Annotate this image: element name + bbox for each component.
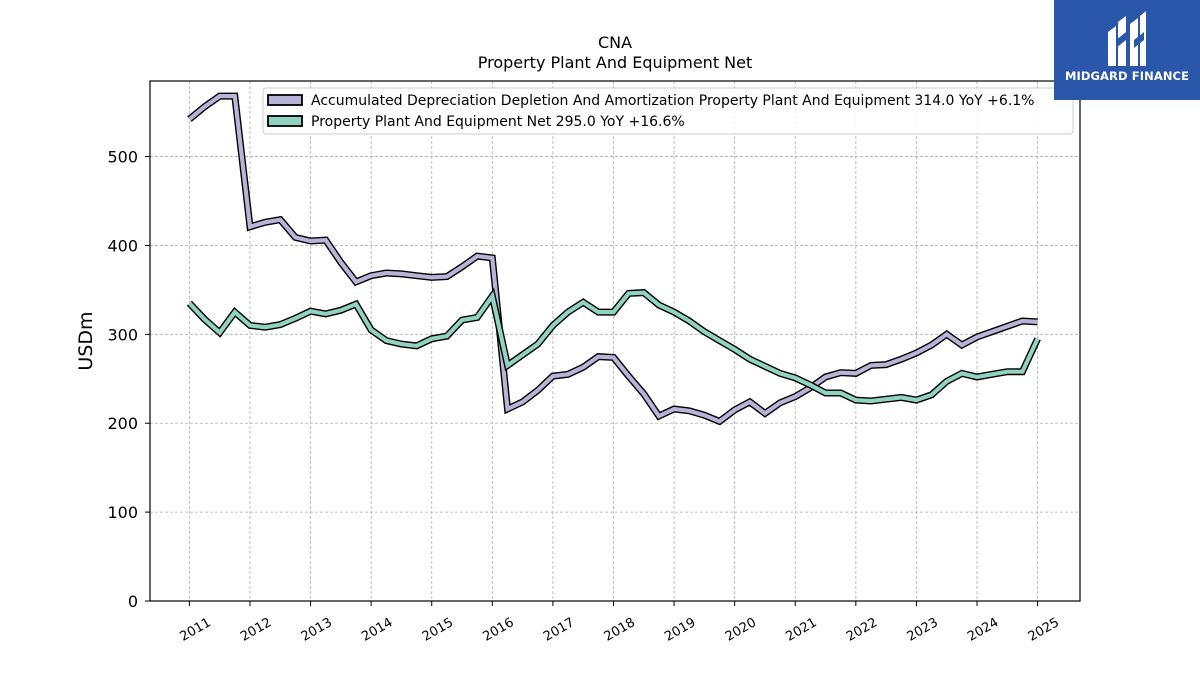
x-tick-label: 2020: [723, 615, 759, 645]
x-tick-label: 2018: [602, 615, 638, 645]
legend-swatch: [267, 115, 303, 127]
legend-label: Accumulated Depreciation Depletion And A…: [311, 93, 1034, 109]
chart-subtitle: Property Plant And Equipment Net: [478, 53, 753, 72]
x-tick-label: 2021: [783, 615, 819, 645]
legend-box: [262, 87, 1074, 135]
y-axis: 0 100 200 300 400 500: [107, 148, 150, 611]
y-tick-label: 0: [128, 592, 138, 611]
y-tick-label: 500: [107, 148, 138, 167]
series-line: [188, 93, 1038, 424]
brand-logo: MIDGARD FINANCE: [1054, 0, 1200, 100]
x-tick-label: 2025: [1026, 615, 1062, 645]
x-tick-label: 2024: [965, 615, 1001, 645]
x-tick-label: 2013: [299, 615, 335, 645]
series-line: [187, 290, 1040, 404]
chart-title: CNA: [598, 33, 632, 52]
x-tick-label: 2014: [359, 615, 395, 645]
legend-label: Property Plant And Equipment Net 295.0 Y…: [311, 114, 685, 130]
x-tick-label: 2012: [238, 615, 274, 645]
x-tick-label: 2017: [541, 615, 577, 645]
y-tick-label: 400: [107, 236, 138, 255]
y-tick-label: 200: [107, 414, 138, 433]
x-tick-label: 2023: [905, 615, 941, 645]
x-tick-label: 2022: [844, 615, 880, 645]
x-tick-label: 2011: [178, 615, 214, 645]
brand-name: MIDGARD FINANCE: [1064, 69, 1190, 83]
plot-frame: [149, 80, 1081, 602]
midgard-logo-icon: [1108, 11, 1146, 66]
y-tick-label: 100: [107, 503, 138, 522]
legend: Accumulated Depreciation Depletion And A…: [262, 87, 1074, 135]
legend-swatch: [267, 94, 303, 106]
x-tick-label: 2019: [662, 615, 698, 645]
grid: [150, 81, 1080, 602]
x-tick-label: 2016: [480, 615, 516, 645]
x-tick-label: 2015: [420, 615, 456, 645]
y-axis-label: USDm: [75, 311, 97, 370]
series-layer: [186, 92, 1041, 426]
y-tick-label: 300: [107, 325, 138, 344]
x-axis: 2011 2012 2013 2014 2015 2016 2017 2018 2019 2020…: [178, 601, 1062, 645]
